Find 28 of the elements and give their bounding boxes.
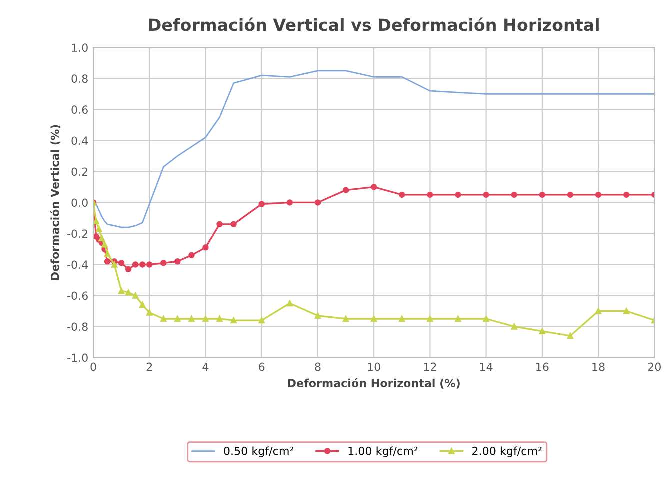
y-tick-label: 1.0 [72, 44, 88, 52]
y-tick-label: 0.6 [72, 106, 88, 114]
x-tick-label: 18 [592, 362, 605, 372]
x-tick-label: 20 [648, 362, 661, 372]
y-tick-label: 0.2 [72, 168, 88, 176]
x-tick-label: 6 [259, 362, 265, 372]
x-tick-label: 2 [146, 362, 152, 372]
y-tick-label: -0.8 [68, 322, 88, 332]
x-tick-label: 14 [480, 362, 493, 372]
y-tick-label: -0.6 [68, 292, 88, 300]
x-tick-label: 0 [90, 362, 96, 372]
y-tick-label: 0.8 [72, 74, 88, 84]
x-tick-label: 4 [202, 362, 209, 372]
y-tick-label: 0.4 [72, 136, 88, 146]
y-tick-label: -0.2 [68, 230, 88, 238]
x-tick-label: 12 [424, 362, 436, 372]
x-axis-title: Deformación Horizontal (%) [288, 378, 460, 389]
legend-label: 0.50 kgf/cm² [224, 446, 294, 458]
legend-label: 2.00 kgf/cm² [472, 446, 542, 458]
x-tick-label: 16 [536, 362, 549, 372]
x-tick-label: 8 [315, 362, 321, 372]
y-tick-label: 0.0 [72, 198, 88, 208]
y-tick-label: -0.4 [68, 260, 88, 270]
y-tick-label: -1.0 [68, 354, 88, 362]
chart-title: Deformación Vertical vs Deformación Horizontal [149, 18, 599, 32]
x-tick-label: 10 [368, 362, 380, 372]
y-axis-title: Deformación Vertical (%) [50, 125, 61, 280]
legend-label: 1.00 kgf/cm² [348, 446, 418, 458]
